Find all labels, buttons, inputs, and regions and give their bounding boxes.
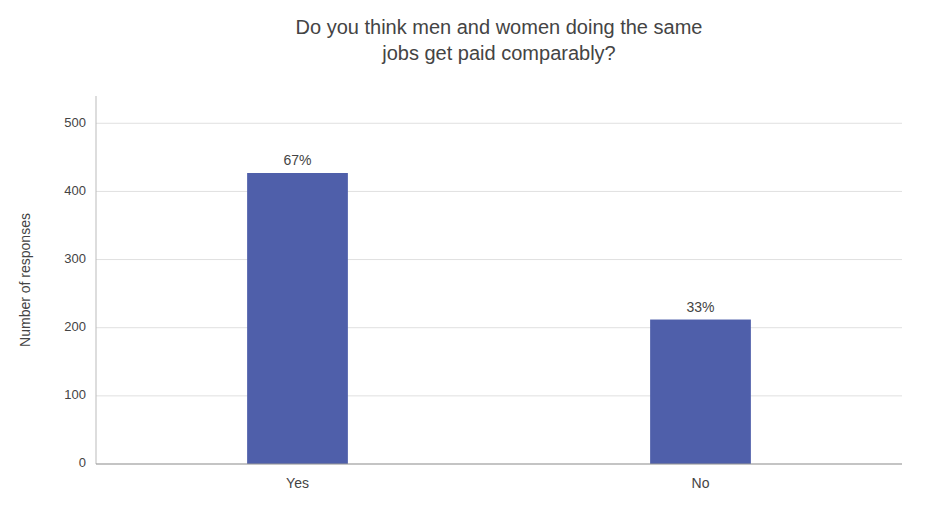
grid-line — [96, 259, 902, 260]
grid-line — [96, 191, 902, 192]
y-tick-label: 100 — [64, 387, 86, 402]
x-tick-label: Yes — [286, 475, 309, 491]
y-tick-label: 300 — [64, 251, 86, 266]
grid-line — [96, 327, 902, 328]
chart-container: Do you think men and women doing the sam… — [0, 0, 942, 516]
chart-svg: Do you think men and women doing the sam… — [0, 0, 942, 516]
y-tick-label: 400 — [64, 183, 86, 198]
x-axis-line — [96, 464, 902, 465]
y-tick-label: 500 — [64, 115, 86, 130]
grid — [96, 123, 902, 464]
data-label: 33% — [686, 299, 714, 315]
bar — [247, 173, 348, 464]
title: Do you think men and women doing the sam… — [296, 16, 703, 64]
data-label: 67% — [283, 152, 311, 168]
y-tick-label: 0 — [79, 455, 86, 470]
grid-line — [96, 464, 902, 465]
grid-line — [96, 395, 902, 396]
y-axis-label: Number of responses — [17, 213, 33, 347]
y-tick-label: 200 — [64, 319, 86, 334]
bar — [650, 320, 751, 464]
x-tick-label: No — [692, 475, 710, 491]
y-axis-line — [96, 96, 97, 464]
bars — [247, 173, 751, 464]
grid-line — [96, 123, 902, 124]
